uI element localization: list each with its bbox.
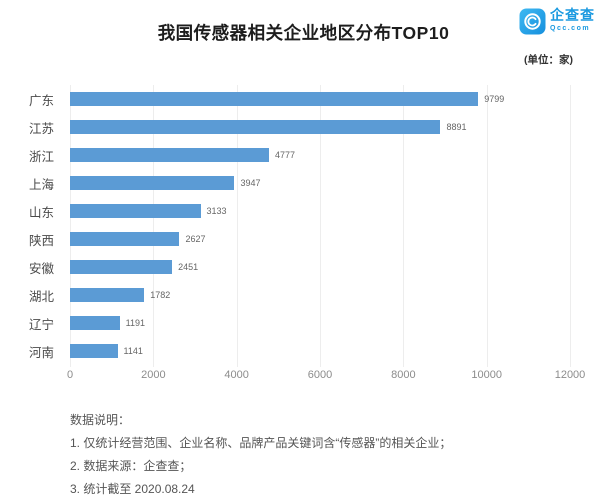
value-label: 1191 [125,318,145,328]
x-tick-label: 6000 [307,369,333,381]
value-label: 8891 [446,122,467,132]
category-label: 上海 [28,177,54,192]
chart-row: 山东 3133 [15,197,590,225]
category-label: 辽宁 [28,317,54,332]
chart-row: 安徽 2451 [15,253,590,281]
gridline [570,85,571,367]
bar-track: 8891 [70,120,570,134]
category-label: 湖北 [28,289,54,304]
bar [70,316,120,330]
bar-track: 3133 [70,204,570,218]
gridline [70,85,71,367]
chart-row: 辽宁 1191 [15,309,590,337]
bar-track: 1141 [70,344,570,358]
bar [70,176,235,190]
gridline [153,85,155,367]
x-tick-label: 0 [66,369,74,381]
bar [70,148,270,162]
category-label: 河南 [28,345,54,360]
qcc-logo: 企查查 Qcc.com [519,8,595,35]
gridline [320,85,321,367]
value-label: 2627 [185,234,206,244]
bar-track: 1782 [70,288,570,302]
value-label: 9799 [484,94,505,104]
bar [70,92,479,106]
chart-title: 我国传感器相关企业地区分布TOP10 [157,23,450,43]
chart-row: 江苏 8891 [15,113,590,141]
chart-row: 湖北 1782 [15,281,590,309]
bar-track: 2627 [70,232,570,246]
gridlines [70,85,571,367]
qcc-logo-icon [519,8,546,35]
category-label: 安徽 [28,261,54,276]
brand-domain: Qcc.com [550,25,591,32]
category-label: 广东 [28,93,54,108]
brand-name: 企查查 [550,7,595,23]
gridline [403,85,405,367]
unit-label: (单位：家) [524,54,573,66]
x-tick-label: 4000 [224,369,249,381]
value-label: 1782 [150,290,171,300]
x-tick-label: 12000 [554,369,586,381]
chart-row: 广东 9799 [15,85,590,113]
bar-track: 4777 [70,148,570,162]
note-line: 1. 仅统计经营范围、企业名称、品牌产品关键词含“传感器”的相关企业； [70,436,452,450]
data-notes: 数据说明： 1. 仅统计经营范围、企业名称、品牌产品关键词含“传感器”的相关企业… [70,409,587,501]
bar-track: 3947 [70,176,570,190]
chart-rows: 广东 9799 江苏 8891 浙江 4777 上海 3947 山东 3133 陕西 2627 安徽 24… [15,85,590,365]
bar [70,120,441,134]
bar-chart: 广东 9799 江苏 8891 浙江 4777 上海 3947 山东 3133 陕西 2627 安徽 24… [15,85,590,367]
bar [70,288,145,302]
chart-row: 上海 3947 [15,169,590,197]
bar-track: 1191 [70,316,570,330]
category-label: 陕西 [28,233,54,248]
category-label: 江苏 [28,121,54,136]
chart-row: 陕西 2627 [15,225,590,253]
category-label: 浙江 [28,149,54,164]
note-line: 3. 统计截至 2020.08.24 [70,482,195,496]
value-label: 2451 [178,262,199,272]
gridline [236,85,238,367]
value-label: 3947 [240,178,261,188]
chart-row: 浙江 4777 [15,141,590,169]
logo-text-block: 企查查 Qcc.com [550,8,595,32]
gridline [486,85,488,367]
x-tick-label: 8000 [391,369,416,381]
value-label: 1141 [123,346,143,356]
value-label: 3133 [206,206,227,216]
bar-track: 2451 [70,260,570,274]
bar [70,204,201,218]
bar-track: 9799 [70,92,570,106]
note-line: 2. 数据来源：企查查； [70,459,192,473]
bar [70,344,118,358]
bar [70,232,180,246]
value-label: 4777 [275,150,296,160]
notes-title: 数据说明： [70,413,131,427]
chart-row: 河南 1141 [15,337,590,365]
x-axis: 0 2000 4000 6000 8000 10000 12000 [66,369,585,385]
category-label: 山东 [28,205,54,220]
x-tick-label: 2000 [141,369,166,381]
bar [70,260,173,274]
x-tick-label: 10000 [471,369,502,381]
